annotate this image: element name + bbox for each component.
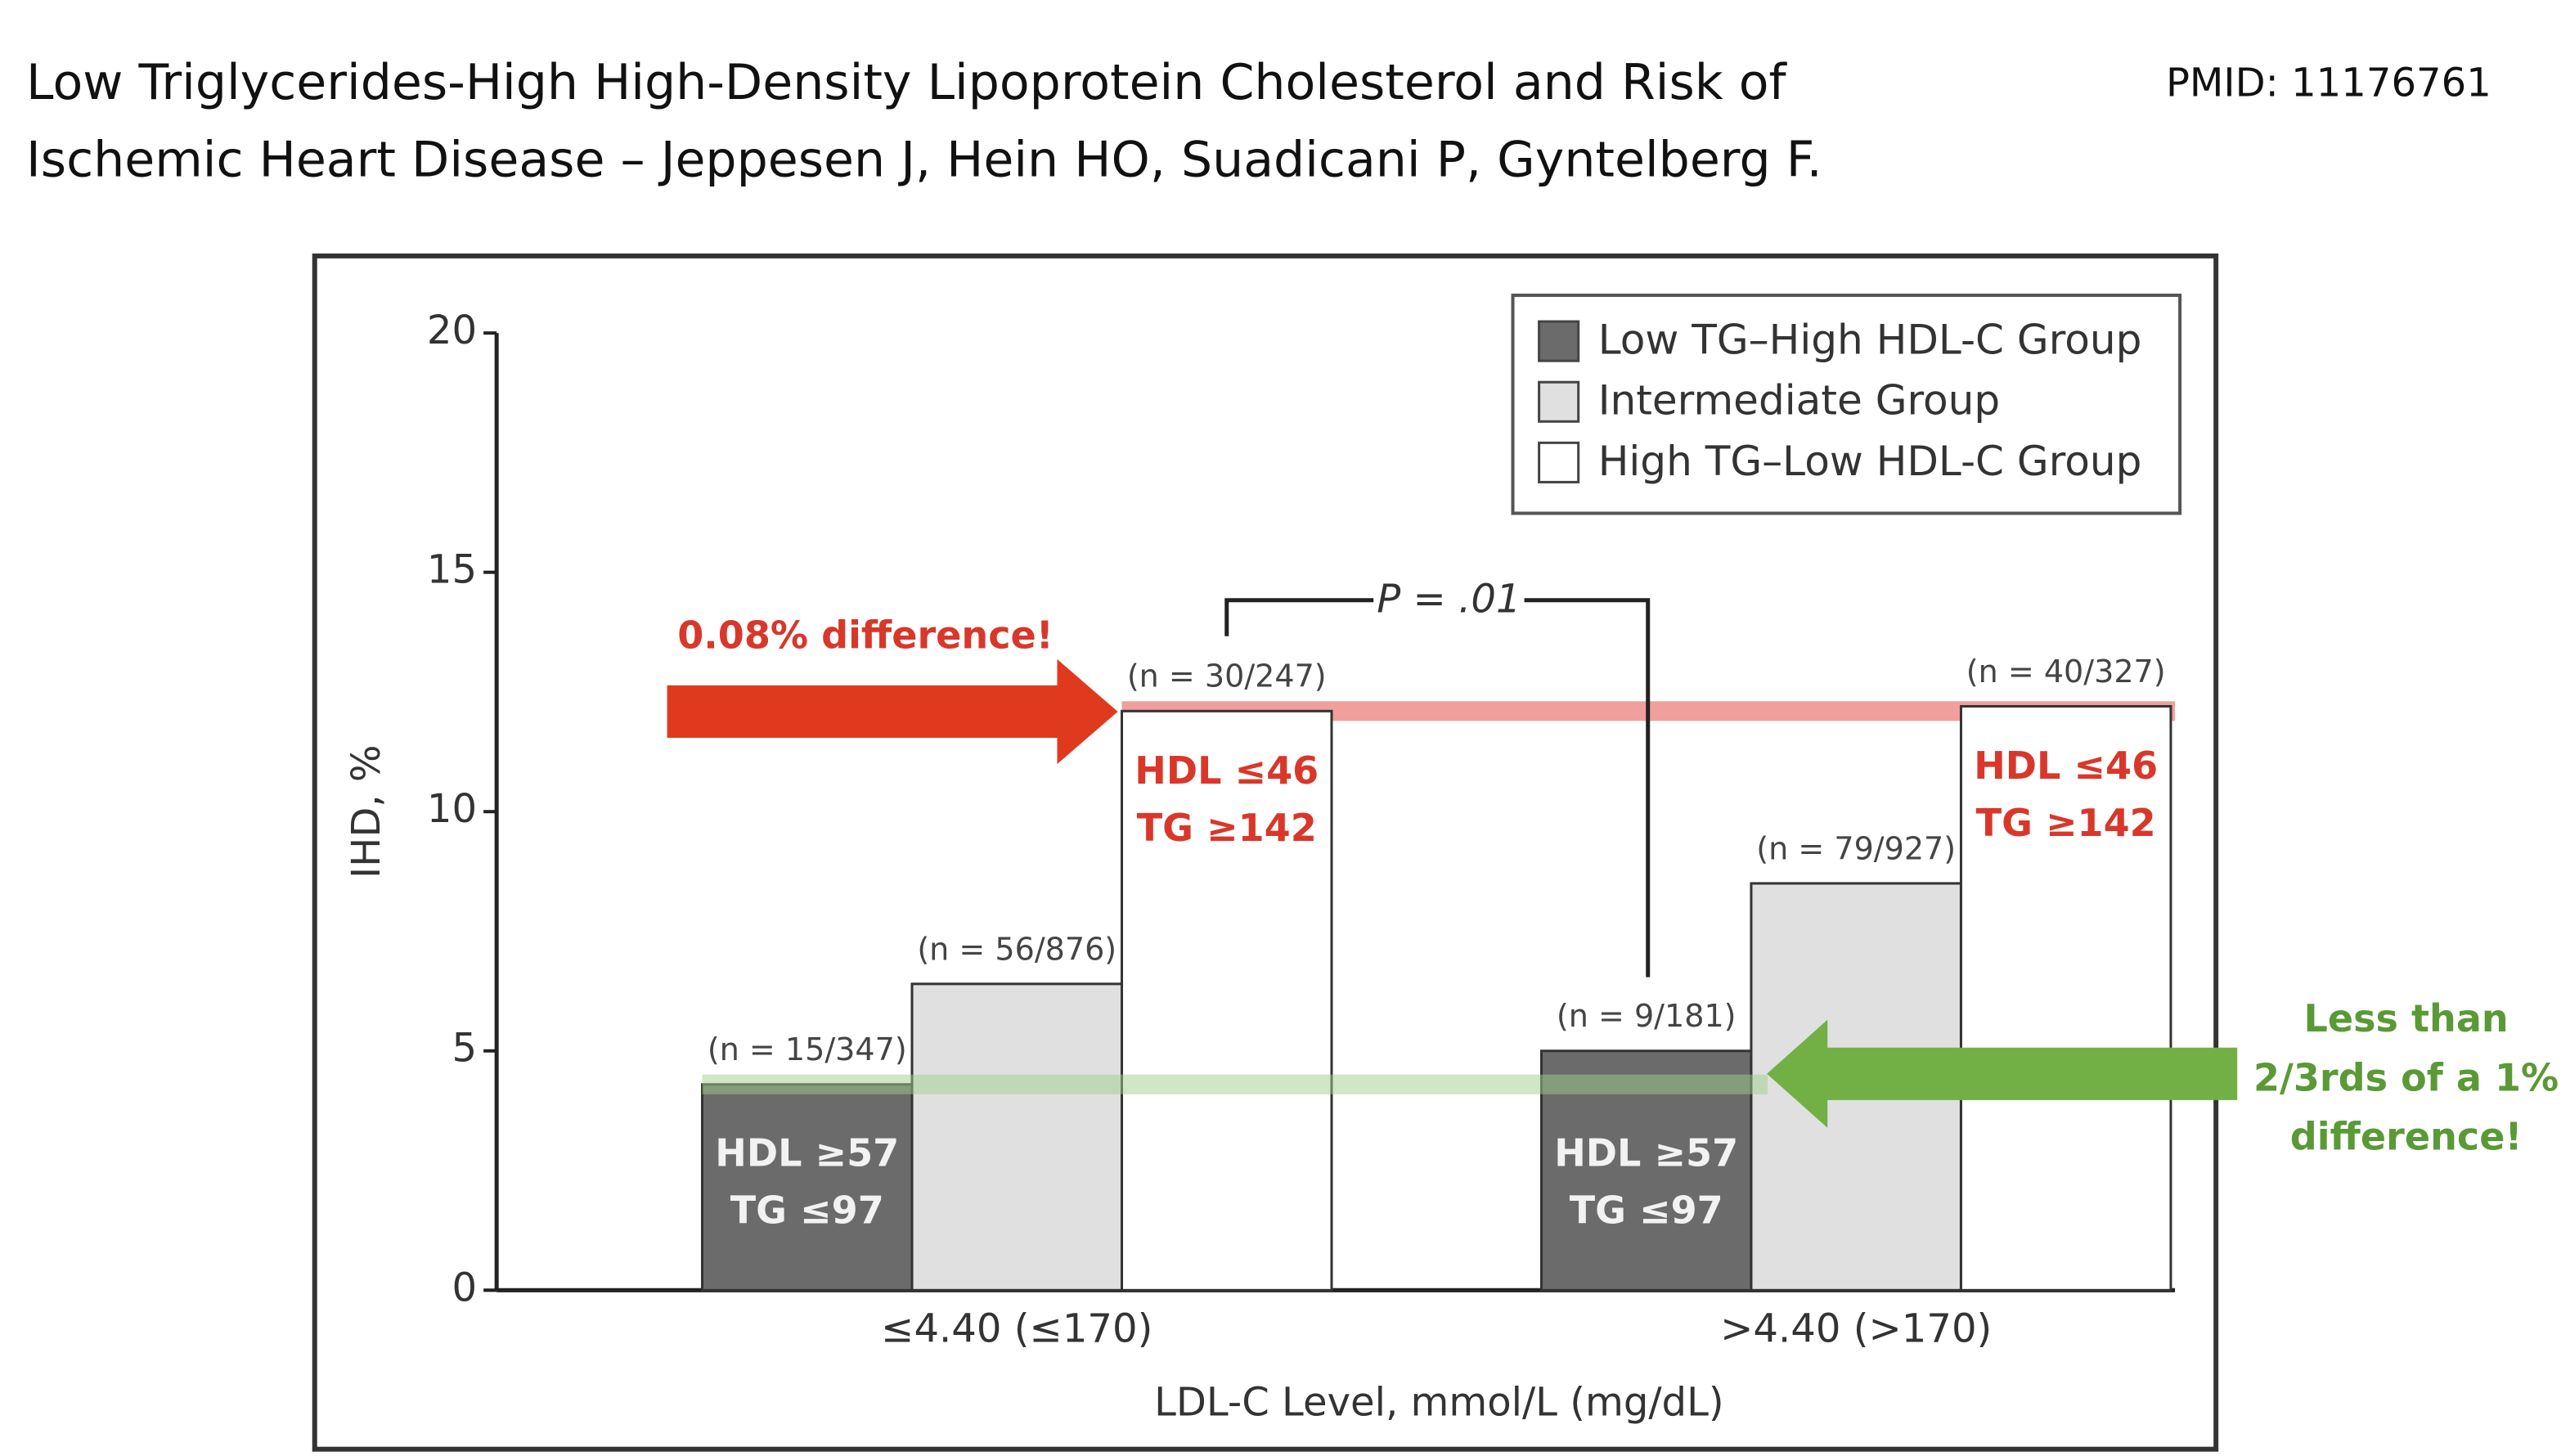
legend-label: High TG–Low HDL-C Group [1598,438,2142,485]
y-tick-label: 5 [452,1026,478,1072]
y-tick-label: 20 [427,308,477,353]
arrow-label: 2/3rds of a 1% [2253,1055,2559,1099]
title-line: Ischemic Heart Disease – Jeppesen J, Hei… [26,131,1822,188]
y-tick-label: 0 [452,1265,478,1310]
pmid: PMID: 11176761 [2166,61,2491,106]
bar-note: TG ≤97 [730,1189,884,1233]
legend-label: Intermediate Group [1598,377,2000,425]
n-label: (n = 9/181) [1557,998,1737,1034]
bracket [1224,598,1651,977]
arrow-label: Less than [2303,996,2508,1040]
y-tick-label: 10 [427,786,477,832]
legend-box [1511,293,2182,515]
bar-note: TG ≤97 [1570,1189,1723,1233]
bar [1959,704,2172,1292]
legend-swatch [1538,441,1580,483]
bar [701,1083,914,1292]
n-label: (n = 15/347) [708,1031,907,1067]
reference-band [702,1074,1768,1094]
arrow [667,658,1118,765]
arrow-label: difference! [2290,1114,2523,1158]
n-label: (n = 79/927) [1756,830,1956,866]
bar-note: TG ≥142 [1976,801,2156,845]
legend-swatch [1538,320,1580,362]
n-label: (n = 40/327) [1966,654,2166,690]
bar [910,982,1124,1292]
arrow [1767,1019,2238,1128]
x-tick-label: >4.40 (>170) [1720,1305,1992,1351]
p-value: P = .01 [1377,577,1521,622]
bar-note: HDL ≤46 [1974,744,2158,788]
title-line: Low Triglycerides-High High-Density Lipo… [26,54,1787,111]
bar-note: HDL ≤46 [1134,748,1319,793]
bar-note: HDL ≥57 [715,1130,899,1175]
bar-note: HDL ≥57 [1554,1130,1738,1175]
n-label: (n = 30/247) [1127,658,1327,694]
legend: Low TG–High HDL-C Group Intermediate Grou… [1511,293,2182,515]
x-axis-label: LDL-C Level, mmol/L (mg/dL) [1154,1380,1724,1426]
bar [1120,709,1333,1292]
legend-swatch [1538,380,1580,423]
n-label: (n = 56/876) [917,931,1117,967]
arrow-label: 0.08% difference! [677,613,1054,657]
x-tick-label: ≤4.40 (≤170) [881,1305,1152,1351]
y-axis-label: IHD, % [344,744,389,879]
bar-note: TG ≥142 [1137,806,1317,850]
legend-label: Low TG–High HDL-C Group [1598,317,2142,364]
y-tick-label: 15 [427,547,477,593]
